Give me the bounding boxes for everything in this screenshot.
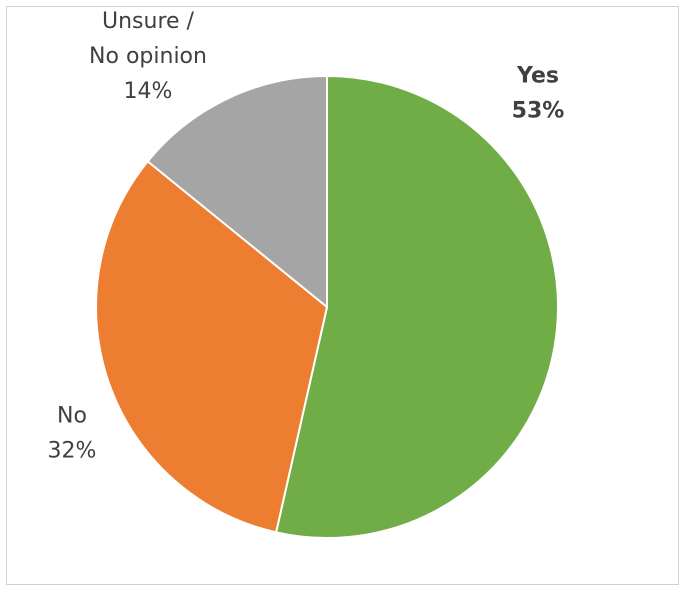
pie-label-value: 14% bbox=[124, 79, 173, 104]
pie-label-name: No opinion bbox=[89, 44, 207, 69]
pie-label-value: 32% bbox=[48, 439, 97, 464]
pie-label-name: Unsure / bbox=[102, 9, 195, 34]
pie-label-name: Yes bbox=[516, 64, 559, 89]
pie-label-yes: Yes 53% bbox=[512, 64, 565, 124]
pie-label-unsure: Unsure / No opinion 14% bbox=[89, 9, 207, 104]
pie-slice-no bbox=[95, 160, 328, 534]
pie-label-name: No bbox=[57, 404, 87, 429]
pie-labels: Yes 53% No 32% Unsure / No opinion 14% bbox=[48, 9, 565, 464]
pie-slice-unsure bbox=[146, 75, 328, 308]
pie-slices bbox=[95, 75, 560, 539]
pie-label-no: No 32% bbox=[48, 404, 97, 464]
pie-slice-yes bbox=[275, 75, 560, 539]
pie-label-value: 53% bbox=[512, 99, 565, 124]
